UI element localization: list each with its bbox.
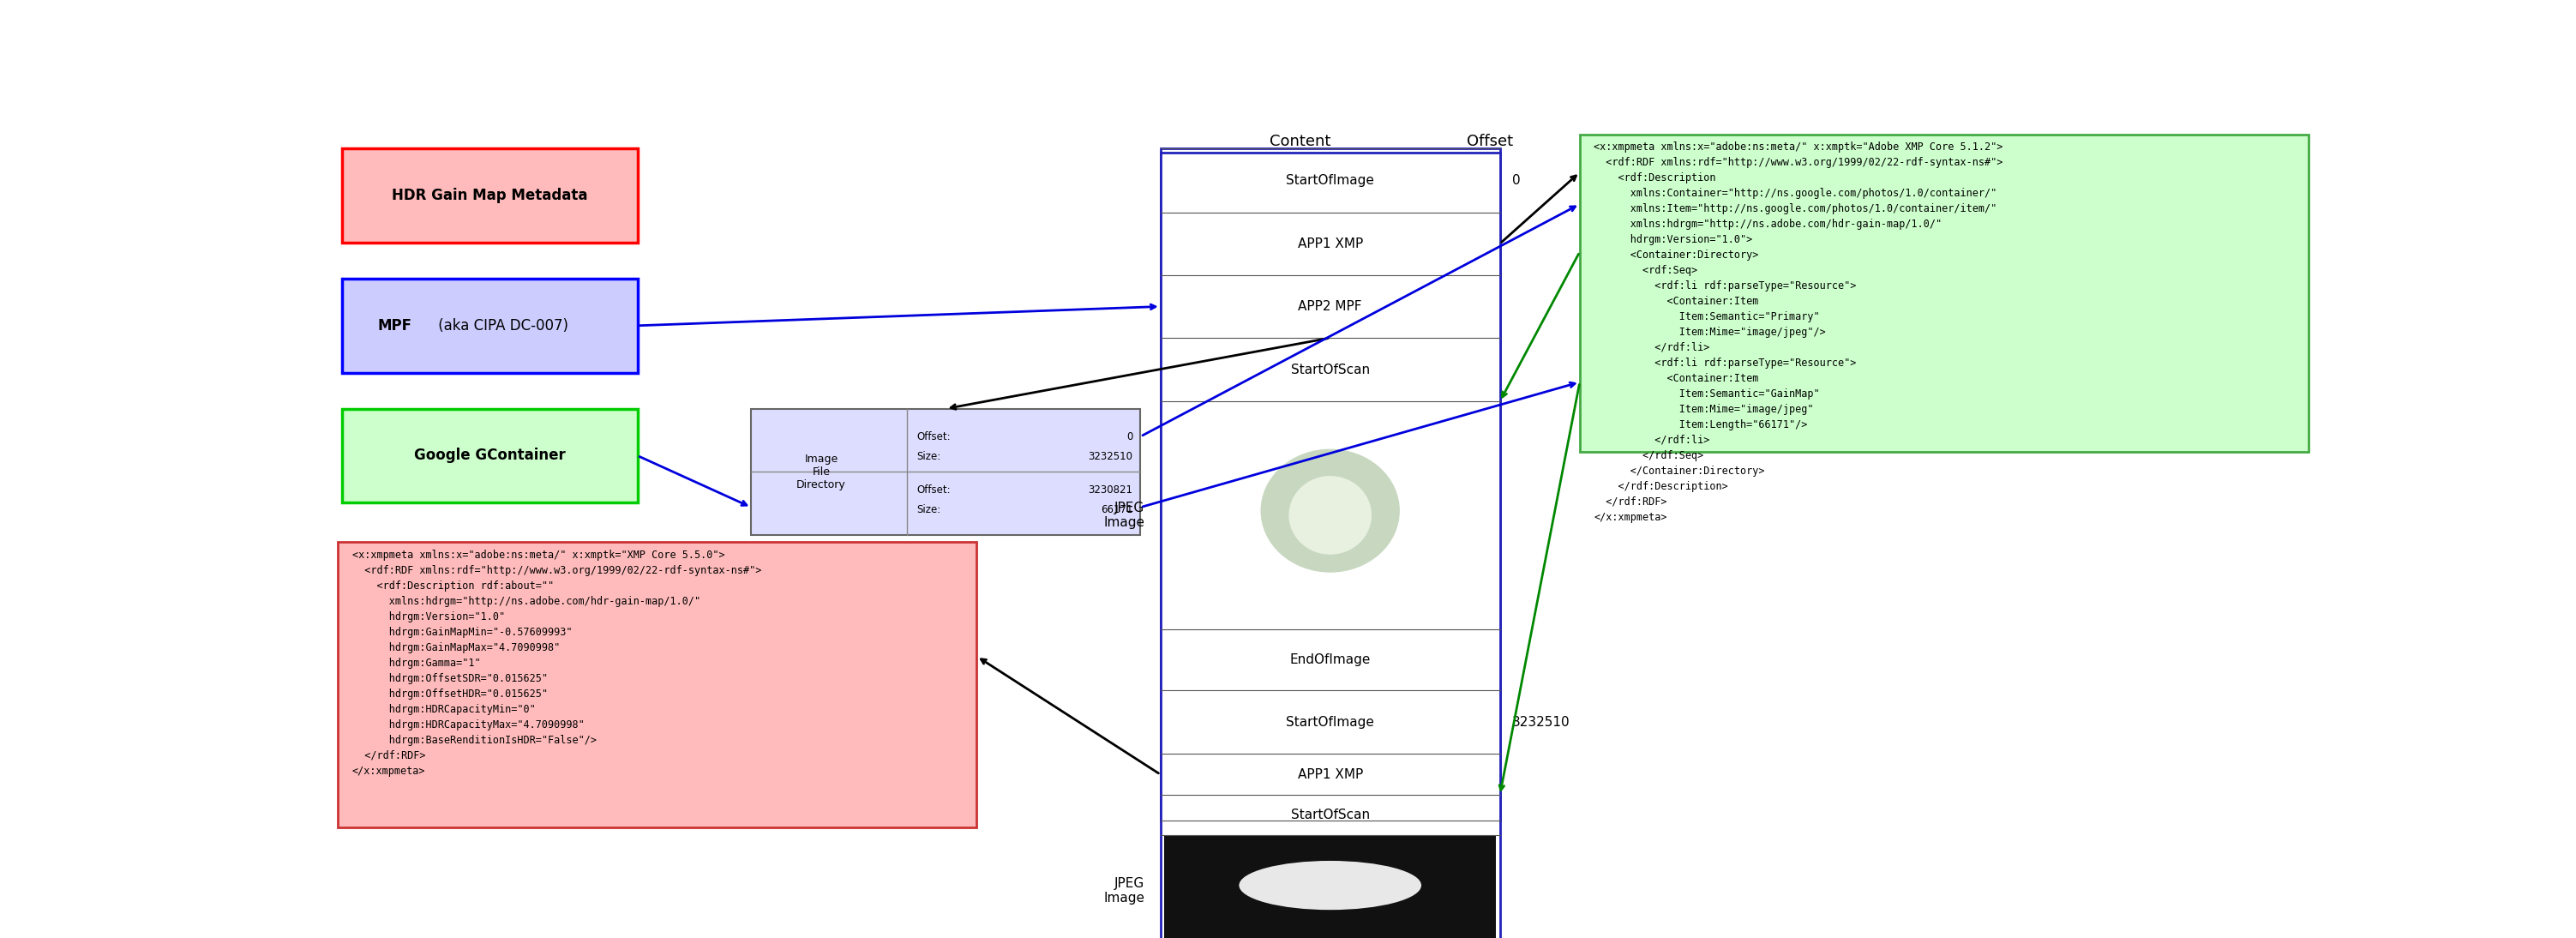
Ellipse shape bbox=[1239, 861, 1422, 910]
Text: APP1 XMP: APP1 XMP bbox=[1298, 237, 1363, 250]
Text: JPEG
Image: JPEG Image bbox=[1103, 877, 1144, 904]
Text: StartOfScan: StartOfScan bbox=[1291, 363, 1370, 376]
FancyBboxPatch shape bbox=[343, 148, 636, 243]
Text: APP1 XMP: APP1 XMP bbox=[1298, 768, 1363, 781]
FancyBboxPatch shape bbox=[343, 279, 636, 372]
Text: Size:: Size: bbox=[917, 505, 940, 515]
Text: 0: 0 bbox=[1126, 431, 1133, 442]
Text: 3232510: 3232510 bbox=[1512, 716, 1569, 729]
Text: Offset:: Offset: bbox=[917, 431, 951, 442]
FancyBboxPatch shape bbox=[1164, 403, 1497, 628]
Text: Size:: Size: bbox=[917, 451, 940, 462]
Text: Image
File
Directory: Image File Directory bbox=[796, 453, 845, 491]
Text: (aka CIPA DC-007): (aka CIPA DC-007) bbox=[433, 318, 569, 333]
FancyBboxPatch shape bbox=[752, 409, 1141, 535]
FancyBboxPatch shape bbox=[1579, 134, 2308, 452]
Text: 66171: 66171 bbox=[1100, 505, 1133, 515]
FancyBboxPatch shape bbox=[1164, 403, 1291, 628]
Ellipse shape bbox=[1288, 476, 1370, 554]
FancyBboxPatch shape bbox=[343, 409, 636, 503]
Text: Offset:: Offset: bbox=[917, 484, 951, 495]
Text: 0: 0 bbox=[1512, 174, 1520, 187]
Text: EndOfImage: EndOfImage bbox=[1291, 653, 1370, 666]
Text: StartOfImage: StartOfImage bbox=[1285, 174, 1373, 187]
Text: Offset: Offset bbox=[1466, 134, 1512, 149]
Text: HDR Gain Map Metadata: HDR Gain Map Metadata bbox=[392, 188, 587, 204]
Text: Google GContainer: Google GContainer bbox=[415, 448, 567, 463]
Text: StartOfImage: StartOfImage bbox=[1285, 716, 1373, 729]
FancyBboxPatch shape bbox=[1370, 403, 1497, 628]
Text: Content: Content bbox=[1270, 134, 1332, 149]
Text: MPF: MPF bbox=[379, 318, 412, 333]
Ellipse shape bbox=[1260, 449, 1399, 572]
FancyBboxPatch shape bbox=[1159, 148, 1499, 821]
Text: StartOfScan: StartOfScan bbox=[1291, 809, 1370, 822]
FancyBboxPatch shape bbox=[1159, 152, 1499, 938]
Text: 3230821: 3230821 bbox=[1087, 484, 1133, 495]
FancyBboxPatch shape bbox=[337, 542, 976, 827]
FancyBboxPatch shape bbox=[1164, 837, 1497, 938]
Text: <x:xmpmeta xmlns:x="adobe:ns:meta/" x:xmptk="Adobe XMP Core 5.1.2">
  <rdf:RDF x: <x:xmpmeta xmlns:x="adobe:ns:meta/" x:xm… bbox=[1595, 142, 2004, 523]
Text: APP2 MPF: APP2 MPF bbox=[1298, 300, 1363, 313]
Text: <x:xmpmeta xmlns:x="adobe:ns:meta/" x:xmptk="XMP Core 5.5.0">
  <rdf:RDF xmlns:r: <x:xmpmeta xmlns:x="adobe:ns:meta/" x:xm… bbox=[353, 550, 760, 777]
Text: 3232510: 3232510 bbox=[1087, 451, 1133, 462]
Text: JPEG
Image: JPEG Image bbox=[1103, 501, 1144, 529]
